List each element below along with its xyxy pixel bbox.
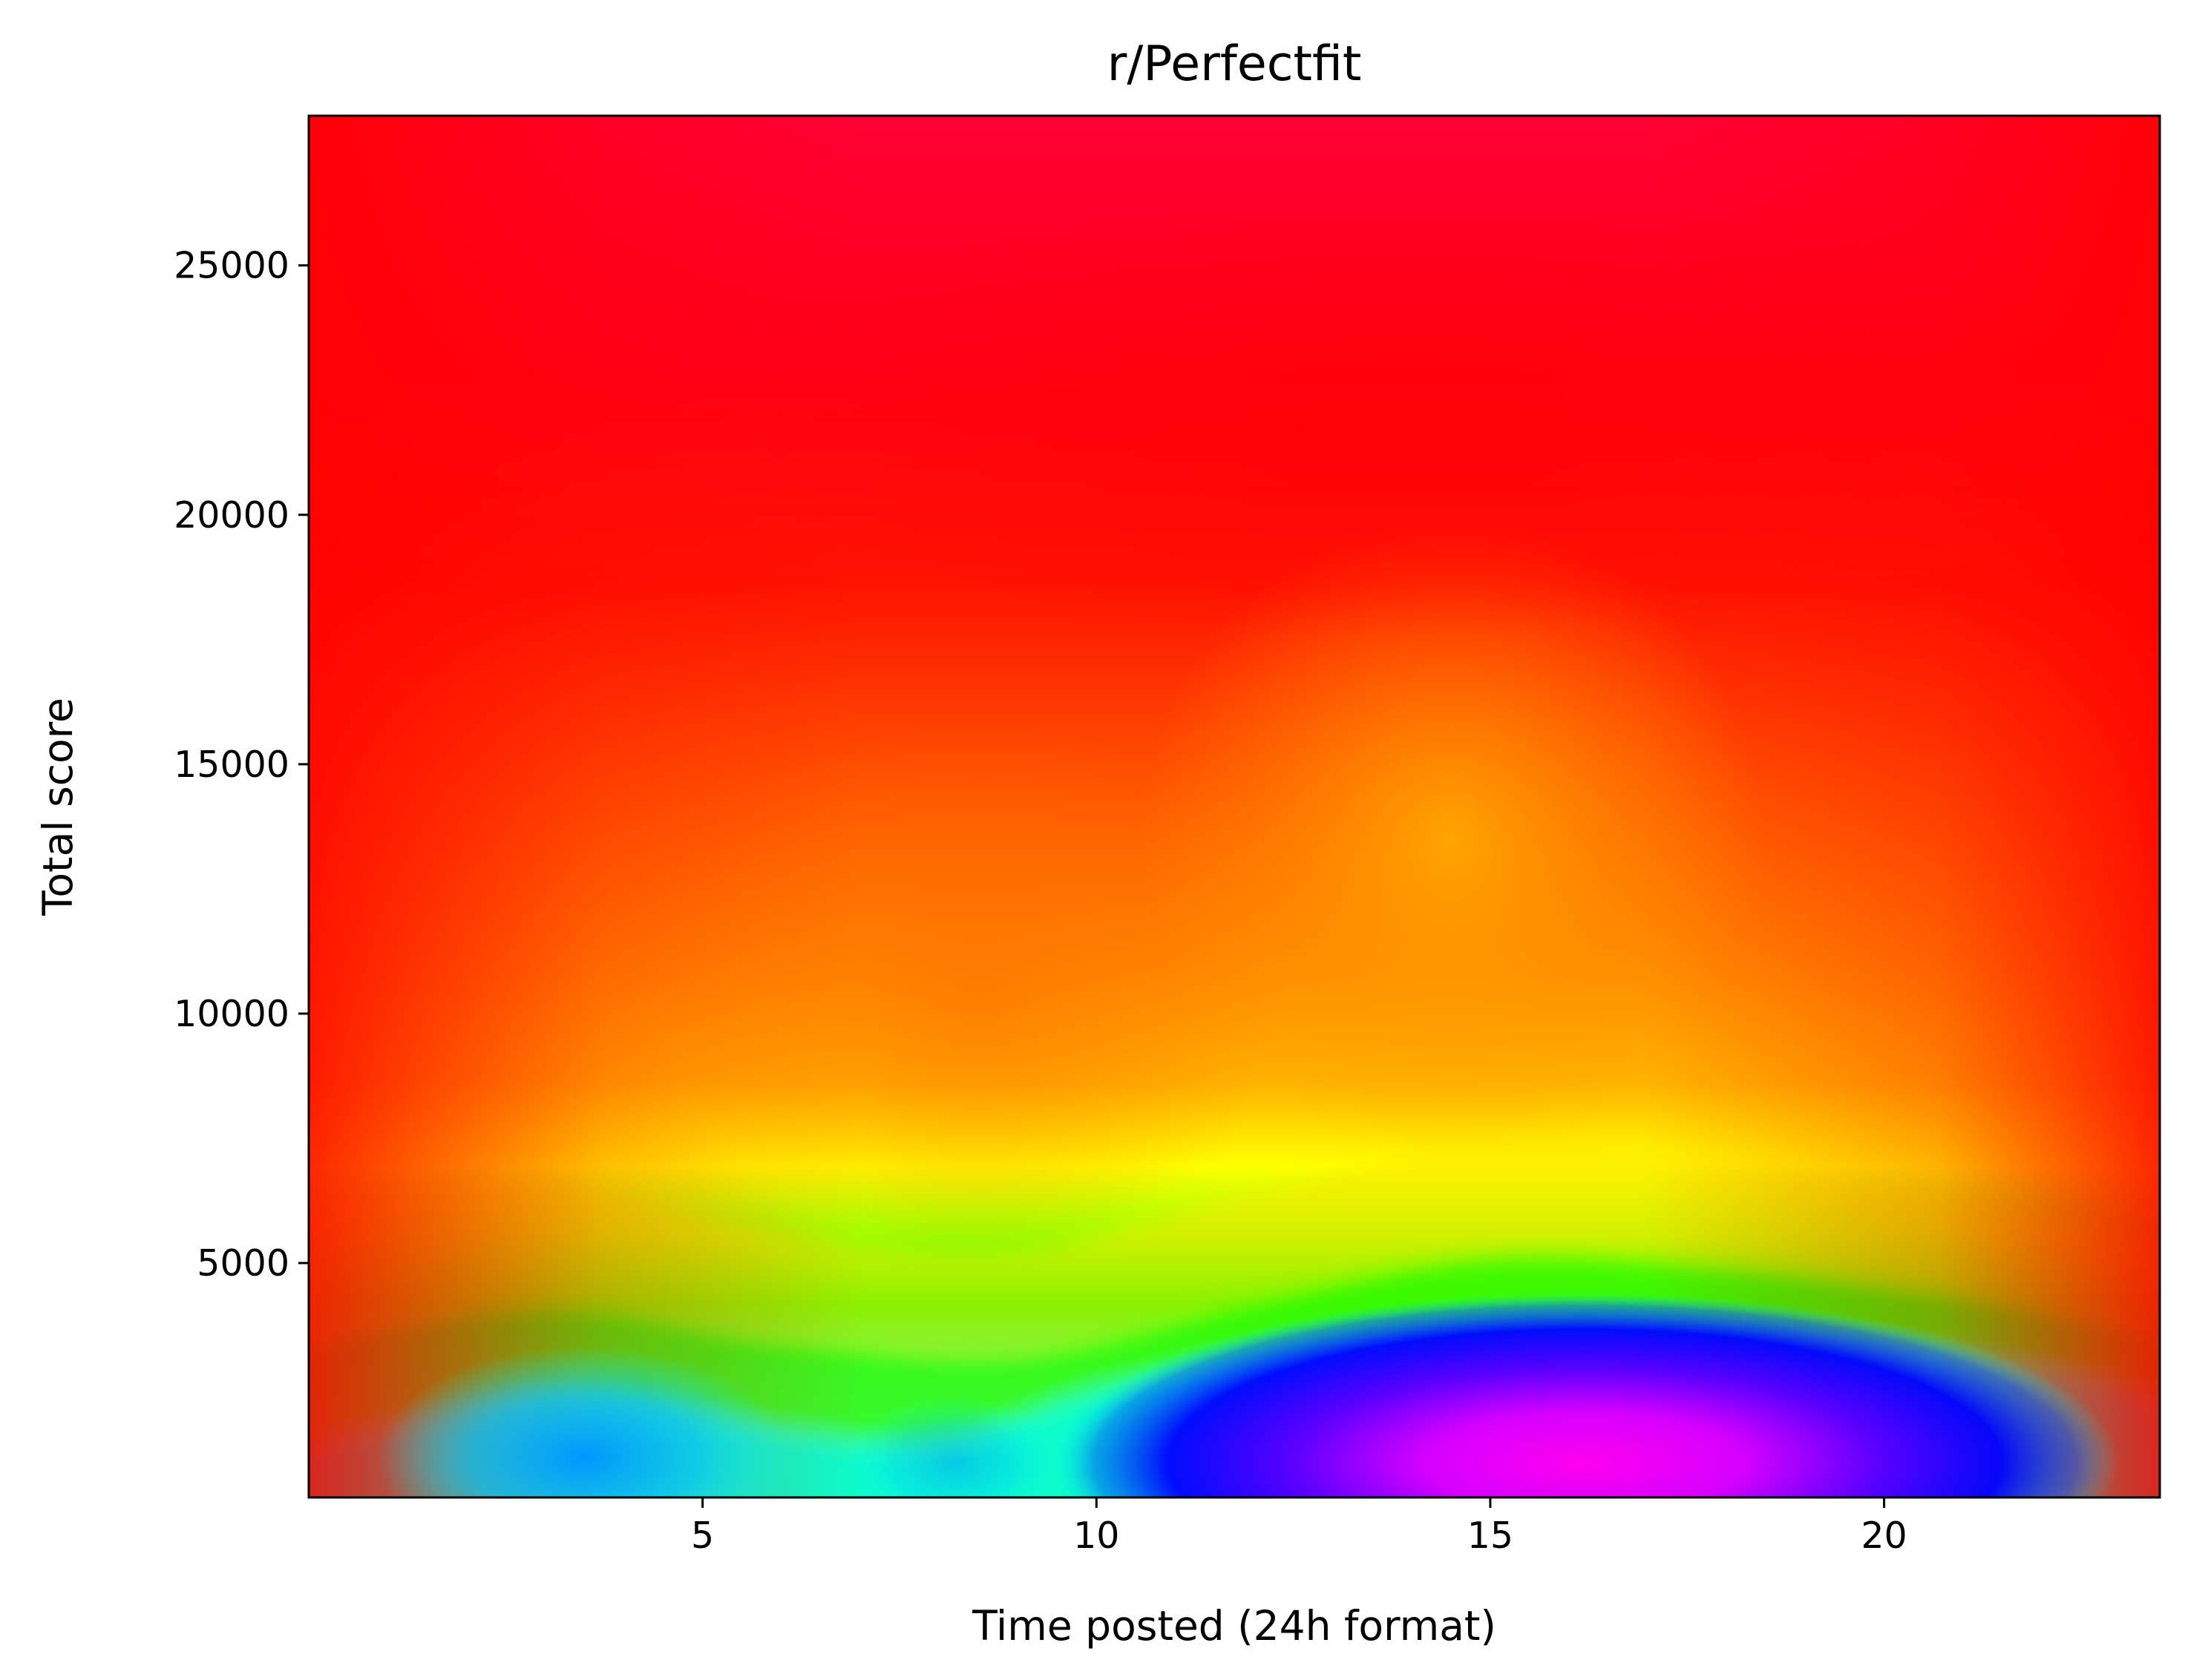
density-peak bbox=[1050, 1292, 2120, 1497]
y-tick-label: 20000 bbox=[174, 494, 289, 537]
heatmap-plot-area bbox=[309, 116, 2160, 1497]
density-peak bbox=[376, 1346, 793, 1497]
y-tick-label: 10000 bbox=[174, 993, 289, 1035]
x-axis-ticks: 5 10 15 20 bbox=[691, 1497, 1907, 1557]
x-tick-label: 5 bbox=[691, 1515, 714, 1557]
x-tick-label: 20 bbox=[1861, 1515, 1907, 1557]
x-tick-label: 10 bbox=[1073, 1515, 1119, 1557]
x-tick-label: 15 bbox=[1467, 1515, 1513, 1557]
plot-frame bbox=[307, 114, 2161, 1499]
density-peak-upper bbox=[669, 192, 2154, 638]
density-peak bbox=[843, 1395, 1067, 1497]
x-axis-label: Time posted (24h format) bbox=[972, 1602, 1496, 1650]
y-tick-label: 15000 bbox=[174, 744, 289, 786]
density-peak bbox=[666, 721, 1291, 1256]
heatmap-density-peaks bbox=[376, 192, 2154, 1497]
y-tick-label: 5000 bbox=[197, 1242, 289, 1284]
y-tick-label: 25000 bbox=[174, 245, 289, 287]
y-axis-ticks: 5000 10000 15000 20000 25000 bbox=[174, 245, 309, 1284]
density-peak bbox=[1139, 519, 1763, 1158]
y-axis-label: Total score bbox=[34, 698, 82, 916]
chart-title: r/Perfectfit bbox=[1107, 36, 1362, 92]
